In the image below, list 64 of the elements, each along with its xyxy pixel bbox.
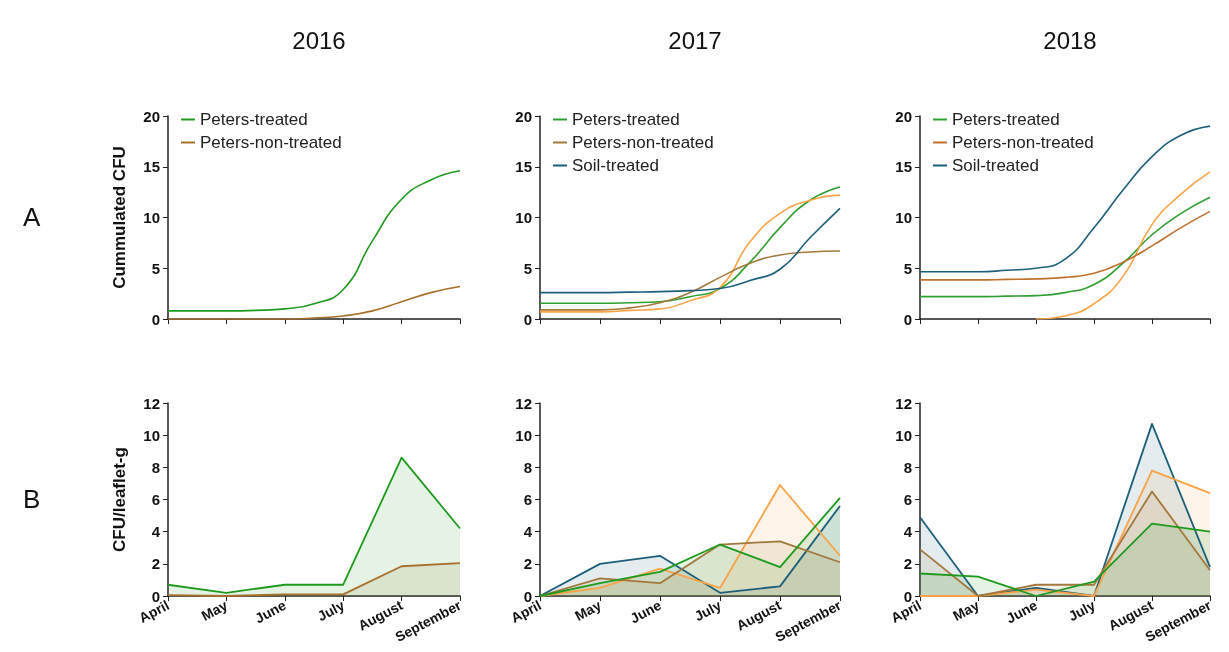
y-tick-label: 10	[143, 209, 160, 226]
chart-title: 2016	[292, 26, 346, 54]
line-series	[919, 125, 1211, 273]
y-tick-label: 10	[895, 209, 912, 226]
y-tick-label: 0	[151, 310, 160, 328]
y-tick-label: 6	[523, 491, 532, 508]
legend-label: Peters-treated	[200, 110, 308, 129]
y-tick-label: 8	[523, 458, 532, 476]
y-tick-label: 4	[903, 523, 913, 541]
y-axis-title: Cummulated CFU	[110, 146, 129, 289]
line-series	[539, 207, 841, 294]
y-tick-label: 12	[143, 394, 160, 412]
x-tick-label: June	[627, 596, 664, 627]
y-tick-label: 4	[523, 523, 533, 541]
y-tick-label: 0	[903, 310, 912, 328]
y-tick-label: 15	[895, 158, 912, 176]
x-tick-label: July	[1065, 596, 1098, 625]
text: A	[23, 201, 41, 232]
y-tick-label: 6	[903, 491, 912, 508]
y-tick-label: 5	[903, 259, 912, 277]
y-tick-label: 0	[523, 310, 532, 328]
y-tick-label: 20	[515, 107, 532, 125]
y-tick-label: 2	[151, 555, 160, 573]
legend-label: Peters-treated	[952, 110, 1060, 129]
y-tick-label: 8	[903, 458, 912, 476]
y-tick-label: 12	[515, 394, 532, 412]
legend-label: Peters-non-treated	[572, 133, 714, 152]
line-series	[167, 170, 461, 312]
y-tick-label: 15	[143, 158, 160, 176]
y-tick-label: 5	[151, 259, 160, 277]
y-tick-label: 10	[143, 426, 160, 444]
y-tick-label: 20	[895, 107, 912, 125]
y-axis-title: CFU/leaflet-g	[110, 447, 129, 552]
y-tick-label: 10	[515, 209, 532, 226]
y-tick-label: 2	[523, 555, 532, 573]
x-tick-label: May	[198, 596, 231, 624]
y-tick-label: 6	[151, 491, 160, 508]
legend-label: Peters-non-treated	[952, 133, 1094, 152]
x-tick-label: May	[950, 596, 982, 624]
x-tick-label: May	[572, 596, 604, 624]
y-tick-label: 15	[515, 158, 532, 176]
x-tick-label: July	[691, 596, 724, 625]
chart-title: 2017	[668, 26, 722, 54]
y-tick-label: 4	[151, 523, 161, 541]
y-tick-label: 5	[523, 259, 532, 277]
line-series	[1035, 171, 1211, 320]
legend-label: Peters-treated	[572, 110, 680, 129]
x-tick-label: June	[252, 596, 289, 627]
text: B	[23, 483, 41, 514]
y-tick-label: 10	[895, 426, 912, 444]
chart-title: 2018	[1043, 26, 1097, 54]
y-tick-label: 8	[151, 458, 160, 476]
y-tick-label: 20	[143, 107, 160, 125]
line-series	[539, 250, 841, 311]
legend-label: Soil-treated	[952, 156, 1039, 175]
x-tick-label: July	[314, 596, 348, 625]
line-series	[919, 210, 1211, 281]
legend-label: Soil-treated	[572, 156, 659, 175]
y-tick-label: 12	[895, 394, 912, 412]
y-tick-label: 2	[903, 555, 912, 573]
legend-label: Peters-non-treated	[200, 133, 342, 152]
x-tick-label: June	[1003, 596, 1040, 627]
y-tick-label: 10	[515, 426, 532, 444]
line-series	[919, 196, 1211, 298]
